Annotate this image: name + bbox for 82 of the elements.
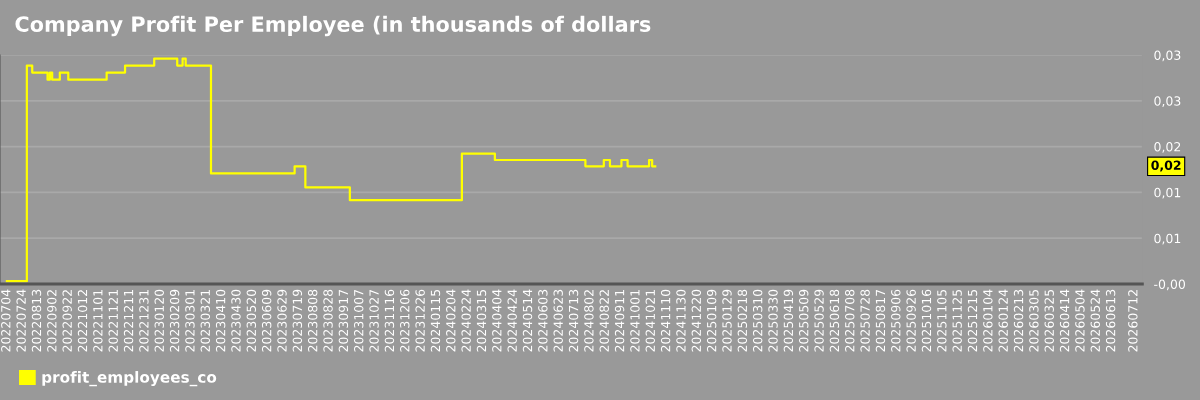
x-tick-label: 20221101: [93, 290, 103, 352]
x-tick-label: 20260504: [1075, 289, 1085, 352]
x-tick-label: 20241001: [630, 290, 640, 352]
x-tick-label: 20250129: [722, 289, 732, 352]
y-tick-label: -0,00: [1154, 279, 1186, 291]
x-tick-label: 20231116: [384, 289, 395, 352]
x-tick-label: 20240315: [476, 289, 487, 352]
x-tick-label: 20240603: [538, 289, 548, 352]
x-tick-label: 20241110: [660, 289, 671, 352]
x-tick-label: 20250906: [891, 289, 901, 352]
y-tick-label: 0,02: [1154, 142, 1181, 153]
x-tick-label: 20260124: [998, 289, 1008, 352]
x-tick-label: 20250926: [906, 289, 916, 352]
x-tick-label: 20260712: [1128, 290, 1138, 352]
x-tick-label: 20230828: [323, 289, 333, 352]
y-tick-label: 0,03: [1154, 96, 1181, 107]
x-tick-label: 20250310: [752, 289, 763, 352]
x-tick-label: 20220922: [62, 290, 72, 352]
x-tick-label: 20221012: [77, 290, 88, 352]
x-tick-label: 20230609: [261, 289, 272, 352]
y-tick-label: 0,01: [1154, 187, 1181, 199]
x-tick-label: 20240822: [599, 290, 609, 352]
x-tick-label: 20240713: [568, 289, 579, 352]
x-tick-label: 20250708: [845, 289, 855, 352]
x-tick-label: 20240224: [461, 289, 471, 352]
x-tick-label: 20250529: [814, 289, 824, 352]
y-tick-label: 0,03: [1154, 50, 1181, 62]
x-tick-label: 20230120: [154, 289, 164, 352]
x-tick-label: 20230321: [200, 290, 211, 352]
x-tick-label: 20250419: [783, 289, 794, 352]
x-tick-label: 20250728: [860, 289, 870, 352]
x-tick-label: 20260104: [983, 289, 993, 352]
x-tick-label: 20230520: [246, 289, 257, 352]
x-tick-label: 20221121: [108, 290, 118, 352]
x-tick-label: 20240514: [522, 289, 533, 352]
x-tick-label: 20250509: [798, 289, 809, 352]
x-tick-label: 20230301: [185, 290, 195, 352]
x-tick-label: 20230430: [231, 289, 241, 352]
x-tick-label: 20260325: [1044, 289, 1054, 352]
x-tick-label: 20260213: [1013, 289, 1024, 352]
x-tick-label: 20221231: [139, 290, 149, 352]
x-tick-label: 20240623: [553, 289, 563, 352]
x-tick-label: 20221211: [123, 290, 134, 352]
x-tick-label: 20230808: [307, 289, 318, 352]
x-tick-label: 20230629: [277, 289, 287, 352]
x-tick-label: 20241130: [676, 289, 686, 352]
x-tick-label: 20231027: [369, 289, 379, 352]
x-tick-label: 20250618: [829, 289, 840, 352]
x-tick-label: 20250330: [768, 289, 778, 352]
x-tick-label: 20241220: [691, 289, 702, 352]
x-tick-label: 20260524: [1090, 289, 1100, 352]
x-tick-label: 20260613: [1105, 289, 1116, 352]
x-tick-label: 20251125: [952, 289, 962, 352]
legend-label: profit_employees_co: [42, 371, 217, 387]
x-tick-label: 20230209: [169, 289, 180, 352]
x-tick-label: 20240204: [446, 289, 456, 352]
x-tick-label: 20260414: [1059, 289, 1070, 352]
x-tick-label: 20250109: [706, 289, 717, 352]
x-tick-label: 20230410: [215, 289, 226, 352]
x-tick-label: 20260305: [1029, 289, 1039, 352]
x-tick-label: 20231206: [400, 289, 410, 352]
x-tick-label: 20220813: [31, 289, 42, 352]
x-tick-label: 20230719: [292, 289, 303, 352]
x-tick-label: 20220902: [47, 290, 57, 352]
x-tick-label: 20231007: [354, 289, 364, 352]
x-tick-label: 20251215: [967, 289, 978, 352]
x-tick-label: 20240424: [507, 289, 517, 352]
x-tick-label: 20241021: [645, 290, 655, 352]
x-tick-label: 20230917: [338, 289, 349, 352]
x-tick-label: 20240802: [584, 290, 594, 352]
y-tick-label: 0,01: [1154, 233, 1181, 245]
x-tick-label: 20220704: [1, 289, 11, 352]
x-tick-label: 20250218: [737, 289, 748, 352]
x-tick-label: 20220724: [16, 289, 26, 352]
chart-title: Company Profit Per Employee (in thousands of dollars: [15, 15, 651, 37]
x-tick-label: 20251016: [921, 289, 932, 352]
x-tick-label: 20251105: [937, 289, 947, 352]
x-tick-label: 20240911: [614, 290, 625, 352]
x-tick-label: 20240404: [492, 289, 502, 352]
x-tick-label: 20240115: [430, 289, 441, 352]
x-tick-label: 20250817: [875, 289, 886, 352]
x-tick-label: 20231226: [415, 289, 425, 352]
